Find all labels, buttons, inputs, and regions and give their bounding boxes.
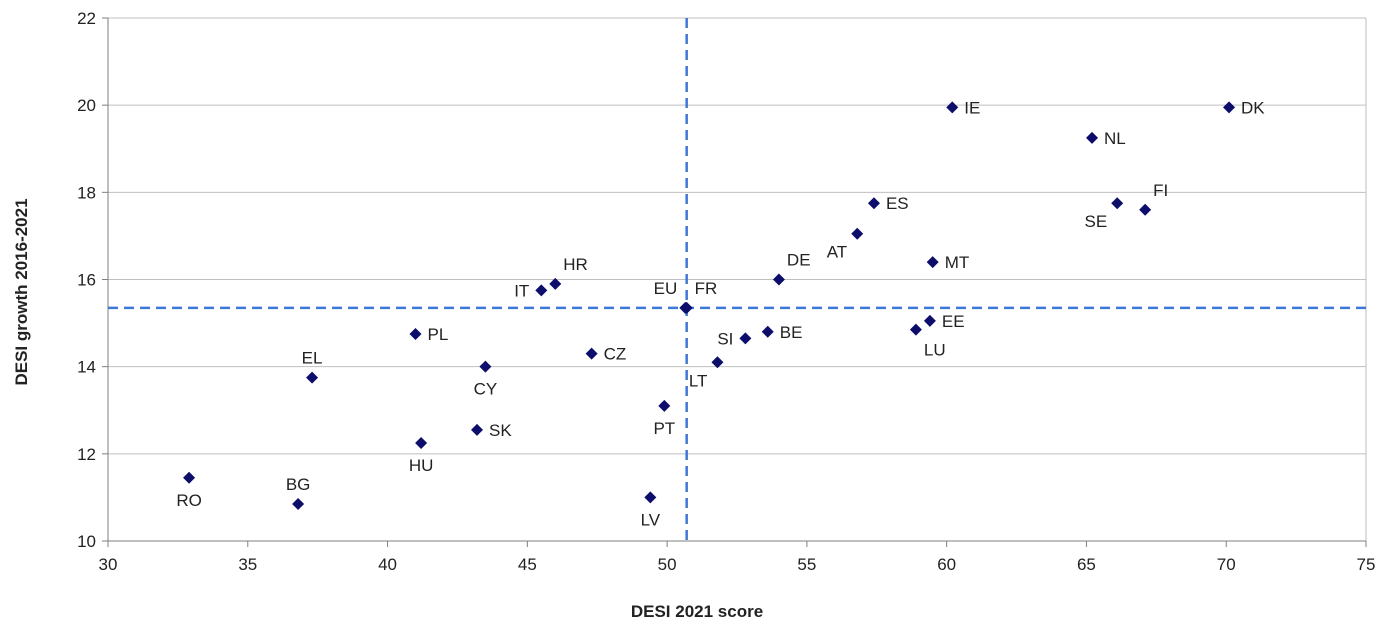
data-point-si — [739, 332, 752, 345]
data-point-se — [1111, 197, 1124, 210]
point-label-cz: CZ — [604, 345, 627, 364]
axes — [102, 17, 1367, 547]
point-label-it: IT — [514, 281, 529, 300]
point-label-nl: NL — [1104, 129, 1126, 148]
data-point-cy — [479, 360, 492, 373]
point-label-de: DE — [787, 251, 811, 270]
y-tick-label: 22 — [77, 9, 96, 28]
x-axis-title: DESI 2021 score — [631, 602, 763, 621]
data-point-lv — [644, 491, 657, 504]
data-point-pl — [409, 327, 422, 340]
point-label-sk: SK — [489, 421, 512, 440]
x-tick-label: 75 — [1357, 555, 1376, 574]
x-tick-label: 55 — [797, 555, 816, 574]
data-point-bg — [292, 497, 305, 510]
x-tick-label: 35 — [238, 555, 257, 574]
data-point-nl — [1086, 131, 1099, 144]
point-label-se: SE — [1085, 212, 1108, 231]
data-point-hr — [549, 277, 562, 290]
data-point-pt — [658, 399, 671, 412]
data-point-dk — [1223, 101, 1236, 114]
point-label-dk: DK — [1241, 98, 1265, 117]
point-label-lu: LU — [924, 341, 946, 360]
data-point-ro — [183, 471, 196, 484]
point-label-fr: FR — [695, 279, 718, 298]
data-point-sk — [471, 423, 484, 436]
x-tick-label: 50 — [658, 555, 677, 574]
point-label-mt: MT — [945, 253, 970, 272]
x-tick-label: 70 — [1217, 555, 1236, 574]
x-tick-label: 40 — [378, 555, 397, 574]
point-label-eu: EU — [654, 279, 678, 298]
data-point-it — [535, 284, 548, 297]
point-label-pt: PT — [653, 419, 675, 438]
reference-lines — [108, 18, 1366, 541]
data-points: DK IE NL FI SE ES AT MT DE HR IT EU FR EE LU BE SI PL CZ LT… — [176, 98, 1265, 529]
y-tick-label: 10 — [77, 532, 96, 551]
point-label-lv: LV — [641, 510, 661, 529]
point-label-ie: IE — [964, 98, 980, 117]
tick-labels: 10 12 14 16 18 20 22 30 35 40 45 50 55 60 65 70 75 — [77, 9, 1375, 574]
point-label-el: EL — [302, 349, 323, 368]
point-label-fi: FI — [1153, 181, 1168, 200]
data-point-be — [761, 325, 774, 338]
point-label-lt: LT — [689, 371, 708, 390]
y-axis-title: DESI growth 2016-2021 — [12, 198, 31, 385]
point-label-si: SI — [717, 329, 733, 348]
x-tick-label: 65 — [1077, 555, 1096, 574]
x-tick-label: 30 — [99, 555, 118, 574]
y-tick-label: 16 — [77, 271, 96, 290]
point-label-cy: CY — [474, 380, 498, 399]
y-tick-label: 14 — [77, 358, 96, 377]
y-tick-label: 18 — [77, 183, 96, 202]
point-label-ee: EE — [942, 312, 965, 331]
point-label-es: ES — [886, 194, 909, 213]
point-label-be: BE — [780, 323, 803, 342]
data-point-el — [306, 371, 319, 384]
data-point-cz — [585, 347, 598, 360]
data-point-fi — [1139, 203, 1152, 216]
point-label-ro: RO — [176, 491, 202, 510]
data-point-ie — [946, 101, 959, 114]
data-point-hu — [415, 436, 428, 449]
y-tick-label: 20 — [77, 96, 96, 115]
data-point-lu — [909, 323, 922, 336]
point-label-pl: PL — [428, 325, 449, 344]
point-label-hu: HU — [409, 456, 434, 475]
point-label-hr: HR — [563, 255, 588, 274]
data-point-lt — [711, 356, 724, 369]
data-point-de — [772, 273, 785, 286]
point-label-at: AT — [827, 243, 847, 262]
data-point-mt — [926, 256, 939, 269]
gridlines — [108, 17, 1367, 541]
data-point-es — [867, 197, 880, 210]
data-point-fr — [680, 301, 693, 314]
x-tick-label: 60 — [937, 555, 956, 574]
data-point-at — [851, 227, 864, 240]
point-label-bg: BG — [286, 475, 311, 494]
x-tick-label: 45 — [518, 555, 537, 574]
y-tick-label: 12 — [77, 445, 96, 464]
data-point-ee — [923, 314, 936, 327]
